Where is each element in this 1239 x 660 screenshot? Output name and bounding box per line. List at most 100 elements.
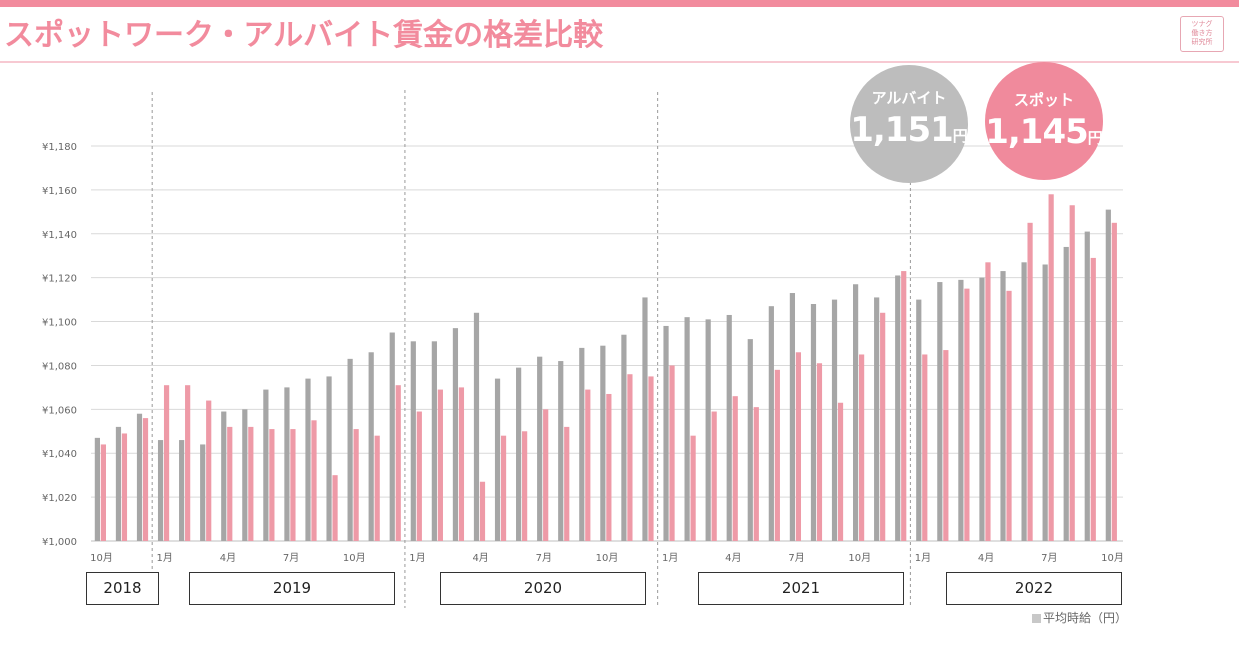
arbeit-bar [537, 356, 543, 541]
y-tick-label: ¥1,040 [42, 449, 77, 460]
arbeit-bar [684, 317, 690, 541]
spot-bar [1006, 290, 1012, 541]
spot-bar [795, 352, 802, 541]
spot-callout-unit: 円 [1087, 129, 1103, 147]
x-tick-label: 4月 [220, 552, 236, 564]
arbeit-bar [157, 440, 164, 541]
spot-bar [1090, 257, 1096, 541]
spot-bar [943, 350, 949, 541]
arbeit-bar [831, 299, 838, 541]
y-tick-label: ¥1,060 [42, 405, 77, 416]
spot-bar [585, 389, 591, 541]
x-tick-label: 4月 [725, 552, 741, 564]
year-label-2021: 2021 [698, 572, 904, 605]
arbeit-bar [136, 413, 143, 541]
spot-callout-circle: スポット 1,145円 [985, 62, 1103, 180]
title-divider [0, 61, 1239, 63]
spot-bar [269, 429, 275, 541]
spot-bar [985, 262, 991, 541]
spot-bar [859, 354, 865, 541]
arbeit-bar [200, 444, 206, 541]
arbeit-bar [895, 275, 901, 541]
arbeit-bar [347, 358, 353, 541]
x-tick-label: 1月 [157, 552, 173, 564]
spot-bar [163, 385, 170, 541]
arbeit-bar [263, 389, 269, 541]
arbeit-bar [768, 306, 774, 541]
arbeit-bar [326, 376, 332, 541]
spot-bar [142, 418, 149, 541]
x-tick-label: 7月 [788, 552, 804, 564]
arbeit-bar [115, 426, 122, 541]
arbeit-callout-value: 1,151 [850, 110, 954, 150]
spot-bar [416, 411, 422, 541]
arbeit-bar [431, 341, 437, 541]
spot-bar [227, 426, 233, 541]
spot-bar [437, 389, 443, 541]
arbeit-bar [853, 284, 859, 541]
x-tick-label: 10月 [343, 552, 366, 564]
arbeit-bar [368, 352, 374, 541]
arbeit-bar [789, 293, 796, 541]
y-tick-label: ¥1,080 [42, 361, 77, 372]
arbeit-bar [705, 319, 711, 541]
arbeit-bar [284, 387, 290, 541]
arbeit-bar [600, 345, 606, 541]
chart-legend: 平均時給（円） [1032, 609, 1127, 626]
x-tick-label: 10月 [848, 552, 871, 564]
arbeit-bar [621, 334, 627, 541]
spot-bar [901, 271, 907, 541]
arbeit-bar [642, 297, 648, 541]
arbeit-bar [410, 341, 416, 541]
arbeit-bar [558, 361, 564, 541]
arbeit-bar [452, 328, 459, 541]
year-label-2020: 2020 [440, 572, 646, 605]
arbeit-bar [747, 339, 753, 541]
x-tick-label: 10月 [596, 552, 619, 564]
legend-swatch [1032, 614, 1041, 623]
arbeit-bar [94, 437, 100, 541]
spot-bar [479, 481, 486, 541]
spot-bar [753, 407, 759, 541]
y-tick-label: ¥1,160 [42, 186, 77, 197]
spot-bar [353, 429, 359, 541]
spot-callout-value: 1,145 [985, 112, 1089, 152]
spot-bar [690, 435, 696, 541]
spot-bar [711, 411, 717, 541]
arbeit-bar [726, 314, 732, 541]
spot-bar [1069, 205, 1075, 541]
y-tick-label: ¥1,100 [42, 318, 77, 329]
x-tick-label: 1月 [662, 552, 678, 564]
spot-bar [837, 402, 844, 541]
arbeit-bar [937, 282, 943, 541]
spot-bar [1027, 222, 1033, 541]
spot-bar [564, 426, 570, 541]
arbeit-bar [1105, 209, 1111, 541]
arbeit-bar [1084, 231, 1090, 541]
x-tick-label: 7月 [1041, 552, 1057, 564]
year-label-2019: 2019 [189, 572, 395, 605]
spot-bar [774, 369, 780, 541]
arbeit-bar [516, 367, 522, 541]
spot-bar [121, 433, 128, 541]
arbeit-callout-circle: アルバイト 1,151円 [850, 65, 968, 183]
arbeit-bar [663, 325, 669, 541]
spot-bar [669, 365, 675, 541]
spot-bar [648, 376, 654, 541]
spot-bar [100, 444, 106, 541]
arbeit-bar [1042, 264, 1048, 541]
arbeit-bar [305, 378, 311, 541]
y-tick-label: ¥1,120 [42, 274, 77, 285]
spot-bar [1048, 194, 1054, 541]
spot-bar [458, 387, 465, 541]
arbeit-bar [579, 347, 585, 541]
legend-label: 平均時給（円） [1043, 611, 1128, 625]
arbeit-bar [494, 378, 501, 541]
x-tick-label: 10月 [90, 552, 113, 564]
spot-bar [627, 374, 633, 541]
top-accent-bar [0, 0, 1239, 7]
spot-bar [922, 354, 928, 541]
spot-bar [522, 431, 528, 541]
arbeit-bar [1000, 271, 1006, 541]
